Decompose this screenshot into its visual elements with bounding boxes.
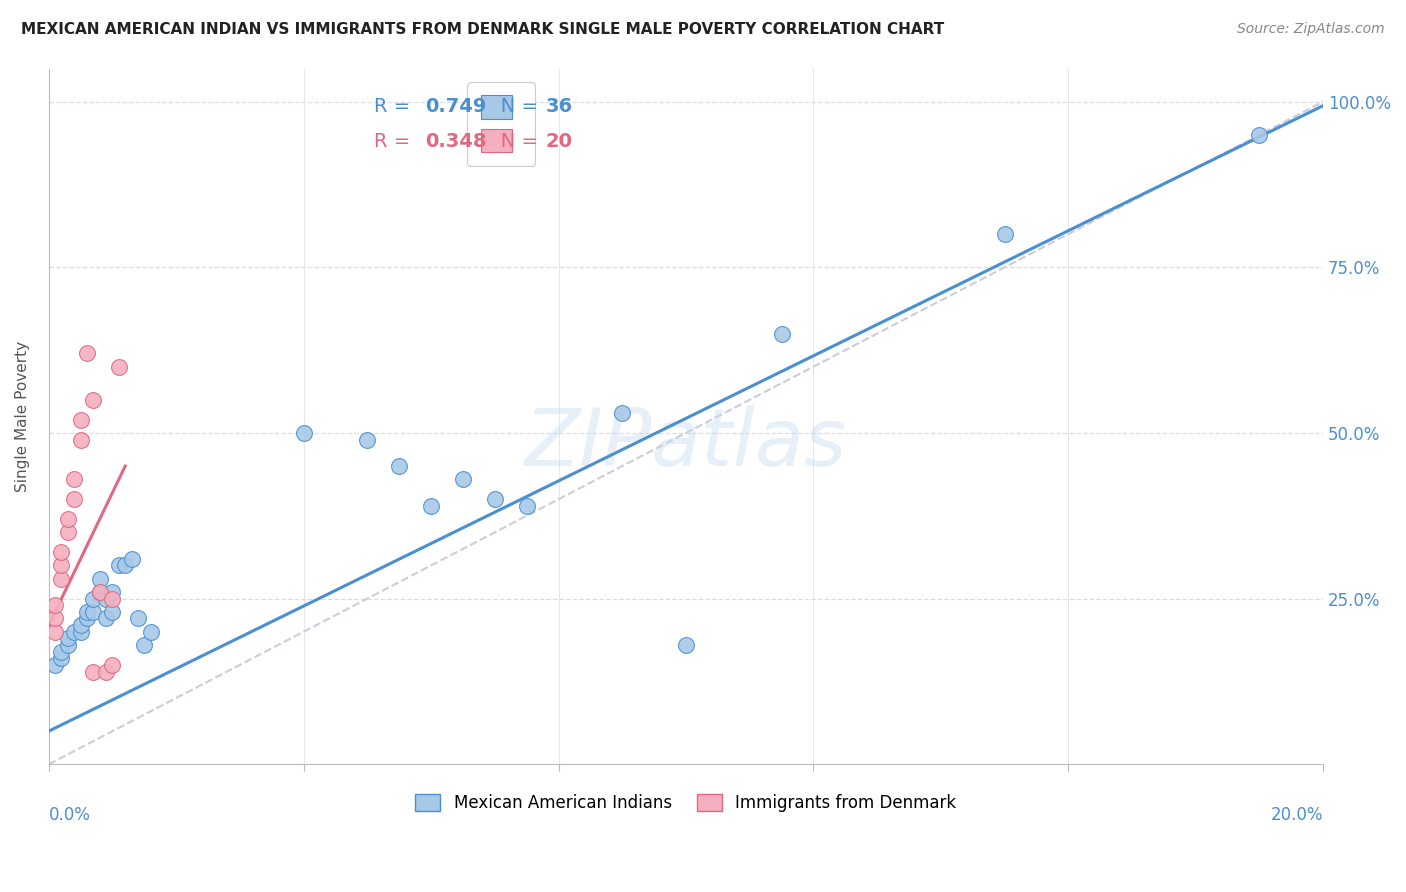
Point xyxy=(82,591,104,606)
Point xyxy=(44,611,66,625)
Point xyxy=(114,558,136,573)
Point xyxy=(44,599,66,613)
Point xyxy=(76,611,98,625)
Point xyxy=(127,611,149,625)
Point xyxy=(484,492,506,507)
Point xyxy=(51,572,73,586)
Text: Source: ZipAtlas.com: Source: ZipAtlas.com xyxy=(1237,22,1385,37)
Text: N =: N = xyxy=(482,97,544,116)
Text: 0.0%: 0.0% xyxy=(49,806,90,824)
Point xyxy=(56,638,79,652)
Point xyxy=(94,591,117,606)
Point xyxy=(993,227,1015,242)
Point xyxy=(69,618,91,632)
Point xyxy=(101,585,124,599)
Point xyxy=(101,657,124,672)
Text: 20: 20 xyxy=(546,132,572,151)
Point xyxy=(89,585,111,599)
Point xyxy=(108,558,131,573)
Text: N =: N = xyxy=(482,132,544,151)
Point xyxy=(82,605,104,619)
Point xyxy=(134,638,156,652)
Text: 20.0%: 20.0% xyxy=(1271,806,1323,824)
Point xyxy=(51,545,73,559)
Point xyxy=(292,425,315,440)
Point xyxy=(420,499,443,513)
Point xyxy=(69,433,91,447)
Point xyxy=(51,558,73,573)
Point xyxy=(94,665,117,679)
Point xyxy=(56,632,79,646)
Text: 0.348: 0.348 xyxy=(425,132,486,151)
Y-axis label: Single Male Poverty: Single Male Poverty xyxy=(15,341,30,492)
Point xyxy=(51,651,73,665)
Point xyxy=(82,392,104,407)
Point xyxy=(56,512,79,526)
Point xyxy=(94,611,117,625)
Text: ZIPatlas: ZIPatlas xyxy=(524,405,846,483)
Point xyxy=(44,657,66,672)
Point xyxy=(675,638,697,652)
Text: MEXICAN AMERICAN INDIAN VS IMMIGRANTS FROM DENMARK SINGLE MALE POVERTY CORRELATI: MEXICAN AMERICAN INDIAN VS IMMIGRANTS FR… xyxy=(21,22,945,37)
Point xyxy=(139,624,162,639)
Text: R =: R = xyxy=(374,132,416,151)
Legend: Mexican American Indians, Immigrants from Denmark: Mexican American Indians, Immigrants fro… xyxy=(409,787,963,819)
Point xyxy=(101,605,124,619)
Point xyxy=(89,585,111,599)
Point xyxy=(63,624,86,639)
Text: 36: 36 xyxy=(546,97,572,116)
Point xyxy=(89,572,111,586)
Text: 0.749: 0.749 xyxy=(425,97,486,116)
Point xyxy=(101,591,124,606)
Point xyxy=(51,645,73,659)
Point xyxy=(63,492,86,507)
Point xyxy=(121,552,143,566)
Point xyxy=(76,346,98,360)
Point xyxy=(451,472,474,486)
Point xyxy=(612,406,634,420)
Point xyxy=(44,624,66,639)
Point xyxy=(63,472,86,486)
Point xyxy=(108,359,131,374)
Point xyxy=(56,525,79,540)
Point xyxy=(76,605,98,619)
Point xyxy=(356,433,378,447)
Text: R =: R = xyxy=(374,97,416,116)
Point xyxy=(388,459,411,474)
Point xyxy=(770,326,793,341)
Point xyxy=(69,413,91,427)
Point xyxy=(516,499,538,513)
Point xyxy=(82,665,104,679)
Point xyxy=(69,624,91,639)
Point xyxy=(1249,128,1271,142)
